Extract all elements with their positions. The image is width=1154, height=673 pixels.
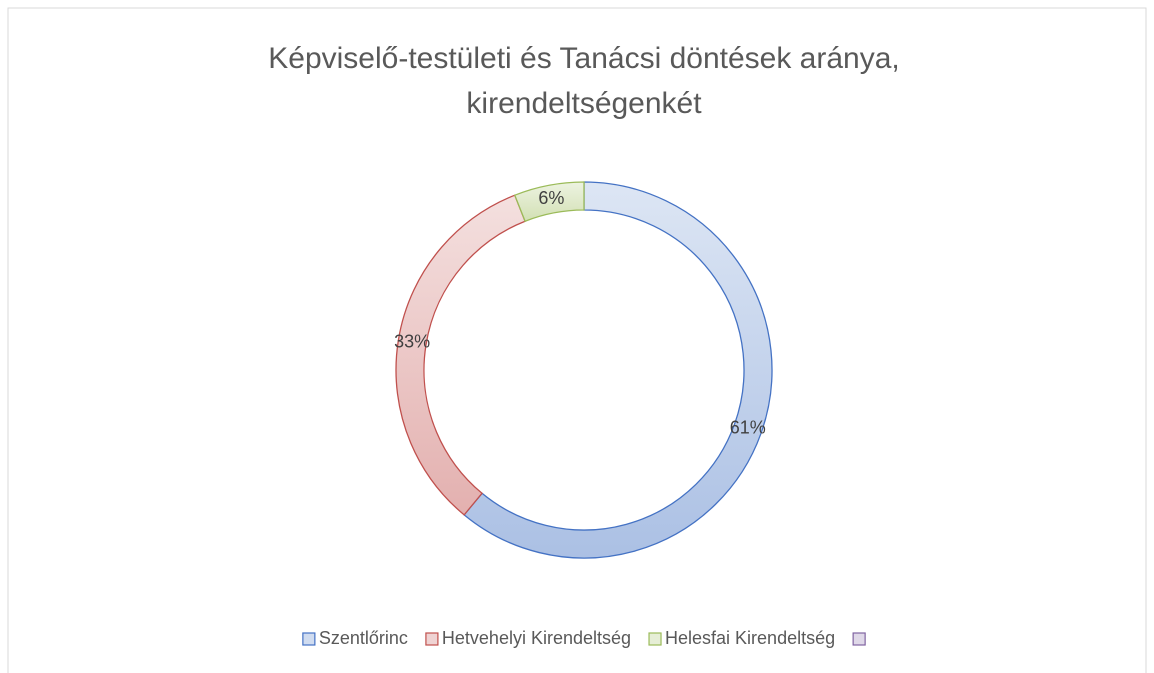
data-label: 33% bbox=[394, 332, 430, 352]
donut-slice bbox=[463, 181, 773, 559]
chart-title: Képviselő-testületi és Tanácsi döntések … bbox=[268, 42, 899, 75]
donut-slice bbox=[513, 181, 585, 223]
legend-swatch bbox=[648, 632, 662, 646]
legend-swatch bbox=[425, 632, 439, 646]
legend-label: Helesfai Kirendeltség bbox=[665, 628, 835, 648]
legend-label: Hetvehelyi Kirendeltség bbox=[442, 628, 631, 648]
chart-frame bbox=[7, 7, 1147, 673]
legend-swatch bbox=[852, 632, 866, 646]
chart-title: kirendeltségenkét bbox=[466, 87, 702, 120]
data-label: 61% bbox=[730, 418, 766, 438]
legend-swatch bbox=[302, 632, 316, 646]
legend-label: Szentlőrinc bbox=[319, 628, 408, 648]
data-label: 6% bbox=[538, 188, 564, 208]
